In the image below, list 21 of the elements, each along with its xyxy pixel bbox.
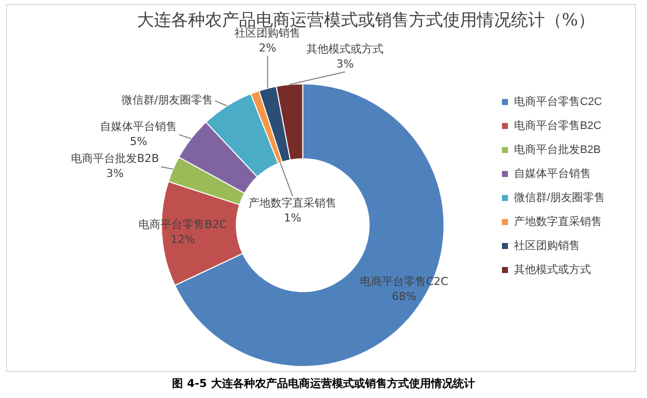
slice-label: 产地数字直采销售 [248, 196, 337, 210]
data-label: 5% [130, 135, 148, 148]
legend-label: 电商平台零售C2C [514, 95, 602, 108]
slice-label: 自媒体平台销售 [100, 120, 178, 134]
slice-label: 电商平台批发B2B [70, 152, 160, 166]
data-label: 1% [284, 211, 302, 224]
data-label: 3% [106, 167, 124, 180]
legend-label: 微信群/朋友圈零售 [514, 192, 606, 204]
legend-label: 自媒体平台销售 [514, 167, 591, 180]
caption: 图 4-5 大连各种农产品电商运营模式或销售方式使用情况统计 [171, 376, 476, 391]
legend-label: 产地数字直采销售 [514, 215, 602, 228]
legend-label: 电商平台批发B2B [514, 143, 601, 156]
data-label: 3% [336, 57, 354, 70]
data-label: 2% [258, 41, 276, 54]
slice-label: 其他模式或方式 [306, 42, 384, 56]
data-label: 68% [392, 290, 416, 303]
slice-label: 微信群/朋友圈零售 [121, 94, 214, 107]
legend-label: 其他模式或方式 [514, 263, 591, 276]
data-label: 12% [170, 233, 196, 246]
legend-label: 社区团购销售 [514, 239, 580, 252]
legend-label: 电商平台零售B2C [514, 119, 602, 132]
